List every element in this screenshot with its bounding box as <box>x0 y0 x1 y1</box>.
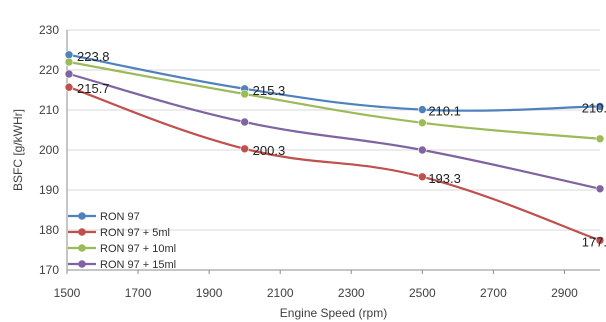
data-point <box>595 102 605 111</box>
legend-swatch-marker <box>78 212 86 220</box>
series-line <box>68 72 601 190</box>
data-label: 177.4 <box>582 234 606 249</box>
data-label: 223.8 <box>77 49 110 64</box>
x-tick-label: 1900 <box>196 286 223 300</box>
x-tick-label: 1700 <box>125 286 152 300</box>
axes <box>66 30 600 274</box>
legend-swatch-marker <box>78 244 86 252</box>
data-label: 215.3 <box>253 83 286 98</box>
x-tick-label: 2100 <box>267 286 294 300</box>
x-tick-label: 2900 <box>551 286 578 300</box>
legend-label: RON 97 + 10ml <box>100 243 176 255</box>
data-point <box>64 82 74 92</box>
legend-swatch-marker <box>78 228 86 236</box>
y-tick-label: 210 <box>39 103 59 117</box>
x-tick-label: 2500 <box>409 286 436 300</box>
y-tick-label: 180 <box>39 223 59 237</box>
data-point <box>595 236 605 245</box>
legend-label: RON 97 <box>100 211 140 223</box>
y-tick-label: 170 <box>39 263 59 277</box>
data-labels: 223.8 215.3 210.1 210.9 215.7 200.3 193.3 177.4 <box>77 49 606 250</box>
series-2 <box>64 57 605 144</box>
y-axis-title: BSFC [g/kWHr] <box>11 109 25 191</box>
y-tick-label: 220 <box>39 63 59 77</box>
series-line <box>68 86 601 242</box>
data-point <box>64 50 74 60</box>
data-point <box>240 144 249 154</box>
series-line <box>68 53 601 112</box>
x-tick-label: 1500 <box>54 286 81 300</box>
legend-item: RON 97 + 10ml <box>68 243 176 255</box>
data-label: 210.1 <box>428 104 461 119</box>
legend-item: RON 97 + 5ml <box>68 227 170 239</box>
y-tick-label: 200 <box>39 143 59 157</box>
series-3 <box>64 69 605 194</box>
data-point <box>240 117 249 127</box>
legend: RON 97 RON 97 + 5ml RON 97 + 10ml RON 97 + … <box>68 211 176 271</box>
data-point <box>64 69 74 79</box>
y-tick-labels: 170 180 190 200 210 220 230 <box>39 23 59 277</box>
data-label: 210.9 <box>582 100 606 115</box>
x-axis-title: Engine Speed (rpm) <box>280 306 387 320</box>
x-tick-labels: 1500 1700 1900 2100 2300 2500 2700 2900 <box>54 286 578 300</box>
data-point <box>418 172 427 182</box>
x-tick-label: 2700 <box>480 286 507 300</box>
data-label: 215.7 <box>77 81 110 96</box>
series-0 <box>64 50 605 114</box>
data-point <box>418 105 427 114</box>
data-point <box>64 57 74 67</box>
legend-label: RON 97 + 15ml <box>100 259 176 271</box>
legend-item: RON 97 <box>68 211 140 223</box>
data-point <box>418 118 427 128</box>
series-line <box>68 60 601 140</box>
legend-label: RON 97 + 5ml <box>100 227 170 239</box>
data-label: 200.3 <box>253 143 286 158</box>
legend-item: RON 97 + 15ml <box>68 259 176 271</box>
x-tick-label: 2300 <box>338 286 365 300</box>
data-point <box>240 89 249 99</box>
y-tick-label: 230 <box>39 23 59 37</box>
series-1 <box>64 82 605 245</box>
data-point <box>595 134 605 144</box>
y-tick-label: 190 <box>39 183 59 197</box>
series-lines <box>64 50 605 245</box>
data-point <box>595 184 605 194</box>
data-point <box>418 145 427 155</box>
data-label: 193.3 <box>428 171 461 186</box>
legend-swatch-marker <box>78 260 86 268</box>
